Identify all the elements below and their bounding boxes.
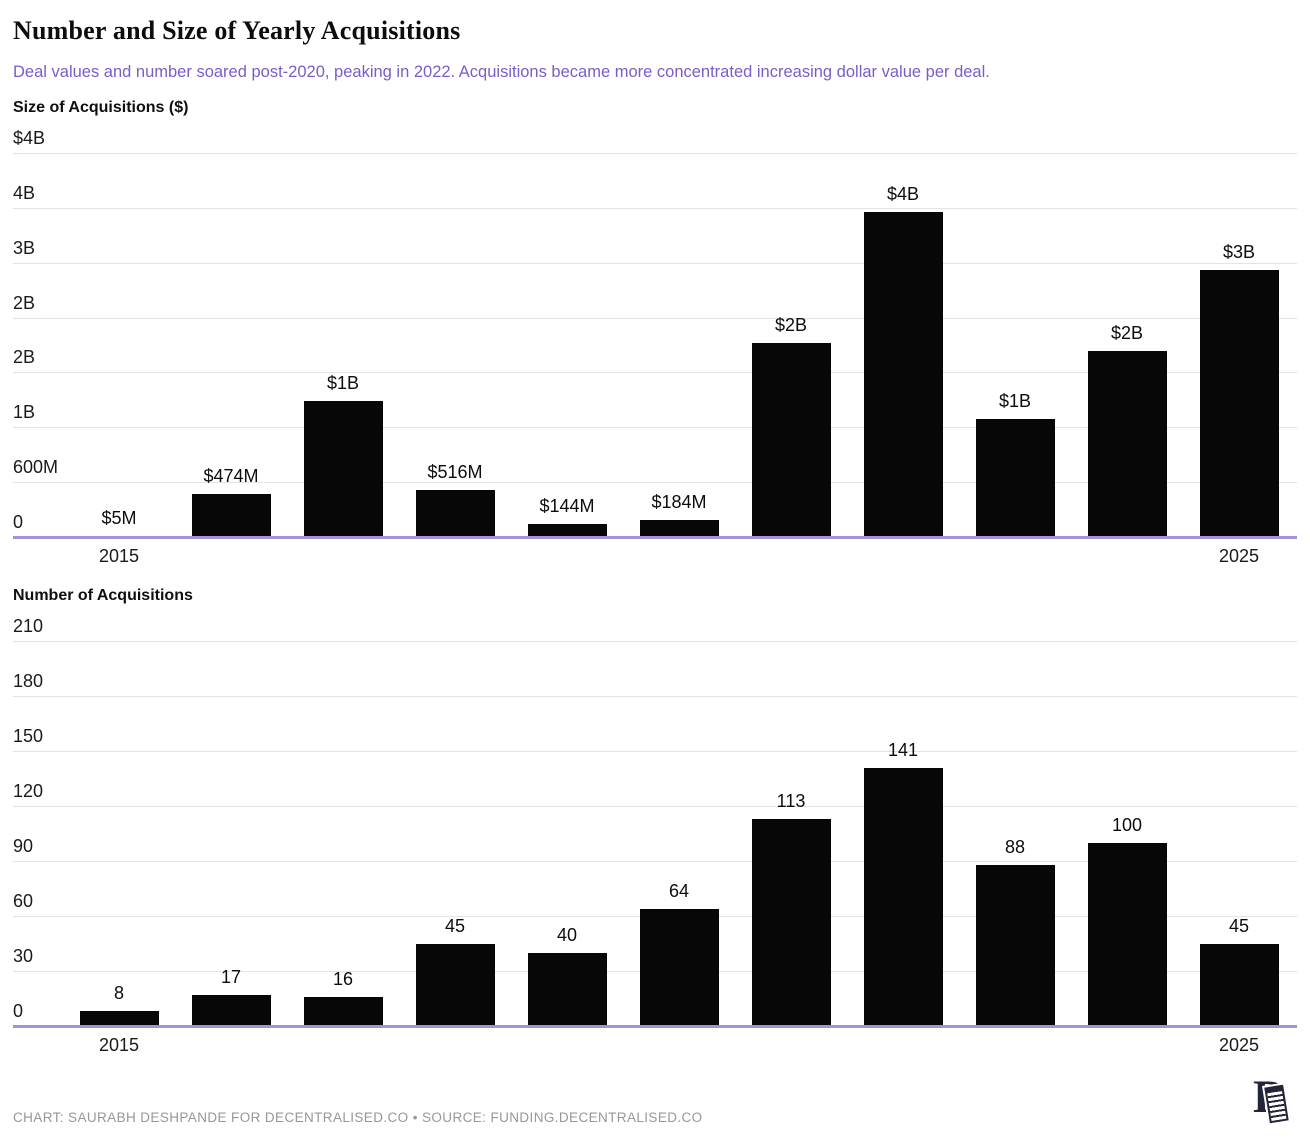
bar-2018	[415, 943, 495, 1026]
bar-2023	[975, 419, 1055, 537]
bar-value-label: 8	[113, 983, 124, 1004]
gridline	[13, 372, 1297, 374]
bar-2020	[639, 520, 719, 537]
x-axis-tick-label: 2025	[1218, 546, 1260, 566]
bar-value-label: $144M	[539, 495, 595, 516]
gridline	[13, 696, 1297, 697]
gridline	[13, 861, 1297, 862]
bar-2022	[863, 767, 943, 1026]
bar-2024	[1087, 842, 1167, 1026]
x-axis-baseline	[13, 1025, 1297, 1028]
x-axis-tick-label: 2015	[98, 1035, 140, 1055]
bar-2015	[79, 1011, 159, 1026]
y-axis-tick-label: 90	[13, 836, 34, 856]
bar-value-label: $3B	[1222, 242, 1256, 262]
bar-value-label: $474M	[203, 465, 259, 486]
y-axis-tick-label: 4B	[13, 182, 36, 203]
y-axis-tick-label: 3B	[13, 237, 36, 258]
gridline	[13, 641, 1297, 642]
bar-value-label: $516M	[427, 461, 483, 482]
page-title: Number and Size of Yearly Acquisitions	[13, 16, 461, 45]
y-axis-tick-label: 120	[13, 781, 44, 801]
bar-value-label: 17	[220, 966, 242, 987]
bar-2025	[1199, 270, 1279, 537]
y-axis-tick-label: 1B	[13, 402, 36, 423]
bar-2017	[303, 996, 383, 1026]
y-axis-tick-label: 0	[13, 1001, 24, 1021]
bar-2024	[1087, 351, 1167, 537]
bar-value-label: $5M	[101, 508, 137, 528]
gridline	[13, 806, 1297, 807]
bar-value-label: 45	[1228, 915, 1250, 936]
bar-value-label: 40	[556, 924, 578, 945]
bar-2021	[751, 818, 831, 1026]
bar-2019	[527, 952, 607, 1026]
gridline	[13, 317, 1297, 319]
y-axis-tick-label: 30	[13, 946, 34, 966]
bar-value-label: 64	[668, 880, 690, 901]
bar-2016	[191, 493, 271, 537]
bar-value-label: $1B	[326, 372, 360, 393]
count-chart-title: Number of Acquisitions	[13, 587, 193, 604]
x-axis-baseline	[13, 536, 1297, 539]
chart-credit: CHART: SAURABH DESHPANDE FOR DECENTRALIS…	[13, 1110, 703, 1125]
bar-value-label: $1B	[998, 391, 1032, 412]
bar-value-label: 88	[1004, 836, 1026, 857]
y-axis-tick-label: 180	[13, 671, 44, 691]
bar-value-label: $184M	[651, 492, 707, 513]
bar-value-label: 100	[1111, 814, 1143, 835]
y-axis-tick-label: 150	[13, 726, 44, 746]
bar-value-label: 45	[444, 915, 466, 936]
bar-2023	[975, 864, 1055, 1026]
gridline	[13, 427, 1297, 429]
y-axis-tick-label: 2B	[13, 292, 36, 313]
gridline	[13, 482, 1297, 484]
x-axis-tick-label: 2025	[1218, 1035, 1260, 1055]
bar-2016	[191, 994, 271, 1026]
bar-2022	[863, 212, 943, 537]
bar-2018	[415, 489, 495, 537]
value-chart-title: Size of Acquisitions ($)	[13, 99, 189, 116]
bar-2019	[527, 523, 607, 537]
gridline	[13, 207, 1297, 209]
bar-2025	[1199, 943, 1279, 1026]
y-axis-tick-label: 210	[13, 616, 44, 636]
y-axis-tick-label: 0	[13, 512, 24, 532]
y-axis-tick-label: 60	[13, 891, 34, 911]
bar-value-label: 16	[332, 968, 354, 989]
gridline	[13, 751, 1297, 752]
x-axis-tick-label: 2015	[98, 546, 140, 566]
bar-value-label: 113	[776, 790, 806, 811]
y-axis-tick-label: $4B	[13, 128, 46, 148]
bar-2020	[639, 908, 719, 1026]
gridline	[13, 153, 1297, 154]
bar-value-label: $2B	[774, 315, 808, 336]
bar-value-label: $4B	[886, 184, 920, 205]
y-axis-tick-label: 2B	[13, 347, 36, 368]
bar-value-label: $2B	[1110, 323, 1144, 344]
gridline	[13, 262, 1297, 264]
decentralised-logo-icon: D	[1253, 1074, 1295, 1124]
y-axis-tick-label: 600M	[13, 457, 59, 478]
bar-2021	[751, 343, 831, 537]
chart-subtitle: Deal values and number soared post-2020,…	[13, 63, 990, 81]
bar-value-label: 141	[887, 739, 919, 760]
bar-2017	[303, 400, 383, 537]
